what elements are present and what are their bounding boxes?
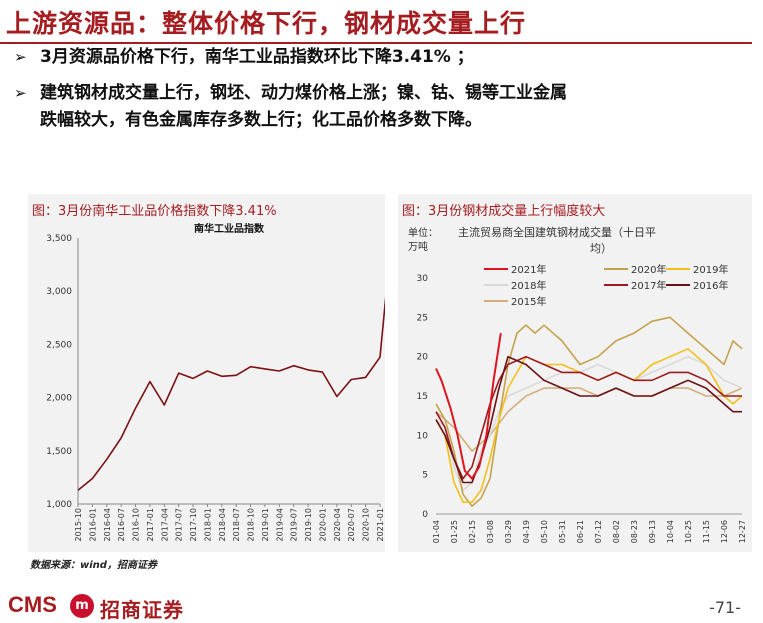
left-chart-panel	[28, 194, 385, 552]
x-tick-label: 2017-07	[175, 508, 184, 541]
title-divider	[0, 42, 752, 44]
chart-subtitle-continued: 均）	[590, 242, 612, 255]
legend-label: 2018年	[511, 279, 546, 292]
right-chart-caption: 图：3月份钢材成交量上行幅度较大	[402, 204, 606, 219]
x-tick-label: 12-27	[738, 520, 747, 543]
x-tick-label: 11-15	[702, 520, 711, 543]
x-tick-label: 2016-04	[103, 508, 112, 541]
x-tick-label: 08-23	[630, 520, 639, 543]
x-tick-label: 2016-01	[88, 508, 97, 541]
x-tick-label: 2017-01	[146, 508, 155, 541]
logo-text-en: CMS	[8, 592, 57, 617]
y-tick-label: 3,500	[46, 234, 72, 244]
x-tick-label: 05-31	[558, 520, 567, 543]
x-tick-label: 2017-04	[160, 508, 169, 541]
x-tick-label: 2017-10	[189, 508, 198, 541]
data-source-note: 数据来源：wind，招商证券	[30, 560, 157, 571]
legend-label: 2020年	[631, 263, 666, 276]
page-number: -71-	[709, 598, 741, 617]
legend-label: 2016年	[693, 279, 728, 292]
bullet-text: 建筑钢材成交量上行，钢坯、动力煤价格上涨；镍、钴、锡等工业金属	[40, 83, 567, 103]
x-tick-label: 2018-04	[218, 508, 227, 541]
series-line-2015年	[435, 387, 743, 452]
bullet-text-continued: 跌幅较大，有色金属库存多数上行；化工品价格多数下降。	[40, 110, 482, 130]
y-tick-label: 2,500	[46, 340, 72, 350]
series-line-2020年	[435, 316, 743, 507]
y-tick-label: 10	[417, 431, 429, 441]
y-tick-label: 25	[417, 313, 428, 323]
x-tick-label: 12-06	[720, 520, 729, 543]
x-tick-label: 2015-10	[74, 508, 83, 541]
bullet-text: 3月资源品价格下行，南华工业品指数环比下降3.41% ；	[40, 47, 474, 67]
page-title: 上游资源品：整体价格下行，钢材成交量上行	[6, 9, 527, 38]
x-tick-label: 03-08	[486, 520, 495, 543]
x-tick-label: 2016-07	[117, 508, 126, 541]
x-tick-label: 2018-10	[247, 508, 256, 541]
x-tick-label: 04-19	[522, 520, 531, 543]
x-tick-label: 2020-07	[347, 508, 356, 541]
series-line-nanhua-index	[77, 296, 385, 491]
left-chart-caption: 图：3月份南华工业品价格指数下降3.41%	[32, 204, 277, 219]
x-tick-label: 01-04	[432, 520, 441, 543]
y-tick-label: 1,500	[46, 447, 72, 457]
x-tick-label: 05-10	[540, 520, 549, 543]
unit-label-value: 万吨	[408, 240, 428, 253]
y-tick-label: 1,000	[46, 500, 72, 510]
x-tick-label: 2019-10	[304, 508, 313, 541]
x-tick-label: 10-25	[684, 520, 693, 543]
series-line-2021年	[435, 332, 502, 480]
legend-label: 2021年	[511, 263, 546, 276]
chevron-right-icon: ➢	[14, 48, 27, 66]
legend-label: 2019年	[693, 263, 728, 276]
x-tick-label: 2019-01	[261, 508, 270, 541]
x-tick-label: 10-04	[666, 520, 675, 543]
legend-label: 2017年	[631, 279, 666, 292]
unit-label: 单位：	[408, 226, 438, 239]
x-tick-label: 2016-10	[132, 508, 141, 541]
legend-label: 2015年	[511, 295, 546, 308]
x-tick-label: 06-21	[576, 520, 585, 543]
x-tick-label: 2019-04	[275, 508, 284, 541]
y-tick-label: 30	[417, 274, 429, 284]
y-tick-label: 0	[422, 510, 428, 520]
left-line-chart: 南华工业品指数 1,000 1,500 2,000 2,500 3,000 3,500 201…	[46, 222, 385, 541]
y-tick-label: 5	[422, 471, 428, 481]
x-tick-label: 01-25	[450, 520, 459, 543]
chevron-right-icon: ➢	[14, 84, 27, 102]
y-tick-label: 2,000	[46, 394, 72, 404]
logo-text-cn: 招商证券	[100, 598, 184, 622]
series-line-2016年	[435, 355, 742, 484]
chart-subtitle: 主流贸易商全国建筑钢材成交量（十日平	[458, 225, 656, 239]
logo-badge: m	[70, 594, 94, 618]
y-tick-label: 3,000	[46, 287, 72, 297]
x-tick-label: 2020-10	[362, 508, 371, 541]
y-tick-label: 15	[417, 392, 428, 402]
series-line-2017年	[435, 355, 742, 480]
chart-title: 南华工业品指数	[194, 222, 265, 235]
series-line-2018年	[435, 355, 743, 492]
x-tick-label: 2019-07	[290, 508, 299, 541]
x-tick-label: 02-15	[468, 520, 477, 543]
x-tick-label: 2018-01	[203, 508, 212, 541]
x-tick-label: 09-13	[648, 520, 657, 543]
x-tick-label: 03-29	[504, 520, 513, 543]
x-tick-label: 2018-07	[232, 508, 241, 541]
x-tick-label: 07-12	[594, 520, 603, 543]
series-line-2019年	[435, 348, 743, 504]
y-tick-label: 20	[417, 353, 429, 363]
x-tick-label: 2020-04	[333, 508, 342, 541]
x-tick-label: 2021-01	[376, 508, 385, 541]
x-tick-label: 2020-01	[318, 508, 327, 541]
x-tick-label: 08-02	[612, 520, 621, 543]
